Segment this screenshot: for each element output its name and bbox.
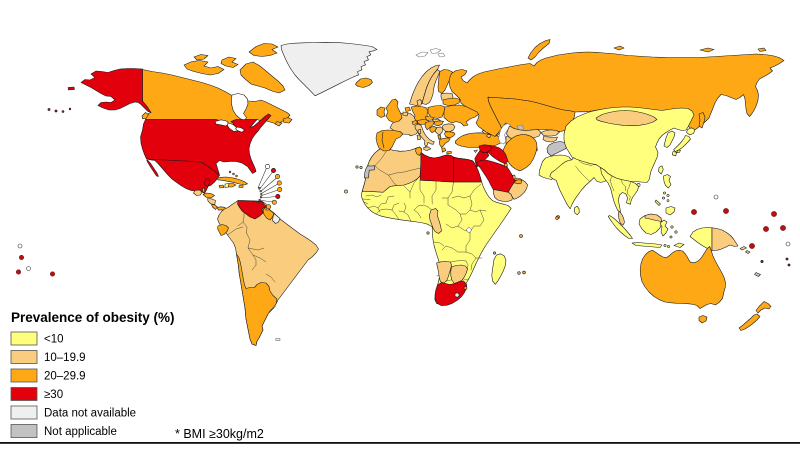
svg-text:<10: <10: [44, 334, 64, 346]
svg-text:≥30: ≥30: [44, 389, 63, 401]
svg-text:Prevalence of obesity (%): Prevalence of obesity (%): [11, 310, 175, 325]
svg-text:Not applicable: Not applicable: [44, 426, 117, 438]
svg-text:10–19.9: 10–19.9: [44, 352, 86, 364]
svg-text:* BMI ≥30kg/m2: * BMI ≥30kg/m2: [175, 427, 264, 441]
svg-text:Data not available: Data not available: [44, 408, 136, 420]
svg-text:20–29.9: 20–29.9: [44, 371, 86, 383]
